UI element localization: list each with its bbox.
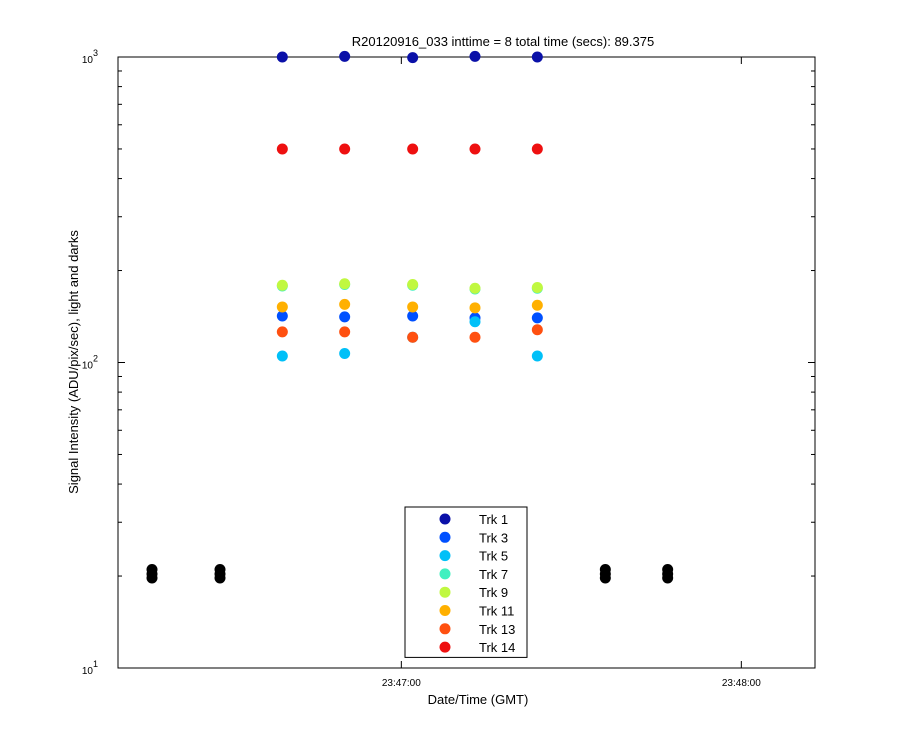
legend-marker xyxy=(439,586,451,598)
point xyxy=(407,143,419,155)
point xyxy=(339,326,351,338)
legend-label: Trk 9 xyxy=(479,585,508,600)
point xyxy=(276,51,288,63)
point xyxy=(469,282,481,294)
point xyxy=(469,50,481,62)
point xyxy=(146,564,158,576)
point xyxy=(339,143,351,155)
point xyxy=(276,301,288,313)
point xyxy=(531,51,543,63)
point xyxy=(276,279,288,291)
point xyxy=(339,348,351,360)
legend-marker xyxy=(439,605,451,616)
legend-label: Trk 1 xyxy=(479,512,508,527)
legend-marker xyxy=(439,623,451,635)
point xyxy=(276,310,288,322)
legend-marker xyxy=(439,550,451,562)
y-tick-label: 102 xyxy=(82,354,98,372)
y-tick-exponent: 1 xyxy=(93,659,98,669)
point xyxy=(276,143,288,155)
point xyxy=(469,302,481,314)
legend-label: Trk 5 xyxy=(479,549,508,564)
y-tick-exponent: 2 xyxy=(93,354,98,364)
point xyxy=(407,52,419,64)
point xyxy=(407,301,419,313)
point xyxy=(339,311,351,323)
y-tick-label: 103 xyxy=(82,48,98,66)
point xyxy=(531,324,543,336)
point xyxy=(276,350,288,362)
legend-box xyxy=(404,506,528,658)
y-axis-label: Signal Intensity (ADU/pix/sec), light an… xyxy=(66,230,81,494)
point xyxy=(531,143,543,155)
y-tick-base: 10 xyxy=(82,666,94,677)
point xyxy=(339,50,351,62)
y-tick-exponent: 3 xyxy=(93,48,98,58)
chart-title: R20120916_033 inttime = 8 total time (se… xyxy=(352,34,654,49)
legend-marker xyxy=(439,568,451,580)
legend-marker xyxy=(439,531,451,543)
legend-label: Trk 7 xyxy=(479,567,508,582)
y-tick-base: 10 xyxy=(82,361,94,372)
legend-marker xyxy=(439,641,451,653)
point xyxy=(531,281,543,293)
x-tick-label: 23:48:00 xyxy=(722,678,761,689)
point xyxy=(469,331,481,343)
x-tick-label: 23:47:00 xyxy=(382,678,421,689)
point xyxy=(339,298,351,310)
legend-label: Trk 13 xyxy=(479,622,515,637)
legend-marker xyxy=(439,513,451,525)
point xyxy=(469,143,481,155)
y-tick-label: 101 xyxy=(82,659,98,677)
point xyxy=(531,350,543,362)
point xyxy=(531,299,543,311)
legend-label: Trk 11 xyxy=(479,604,514,619)
point xyxy=(214,564,226,576)
point xyxy=(339,278,351,290)
point xyxy=(469,316,481,328)
y-tick-base: 10 xyxy=(82,55,94,66)
legend-label: Trk 14 xyxy=(479,640,515,655)
point xyxy=(662,564,674,576)
point xyxy=(407,310,419,322)
point xyxy=(531,312,543,324)
point xyxy=(599,564,611,576)
x-axis-label: Date/Time (GMT) xyxy=(428,692,529,707)
legend-label: Trk 3 xyxy=(479,530,508,545)
point xyxy=(407,279,419,291)
point xyxy=(276,326,288,338)
point xyxy=(407,331,419,343)
